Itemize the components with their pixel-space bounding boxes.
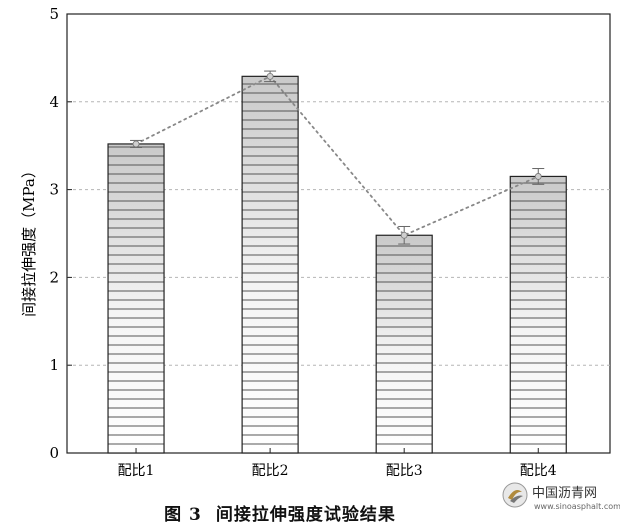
y-axis-label: 间接拉伸强度（MPa） bbox=[20, 163, 38, 317]
y-axis: 0 1 2 3 4 5 bbox=[49, 5, 72, 462]
y-tick-label: 3 bbox=[49, 181, 59, 199]
x-tick-label: 配比3 bbox=[386, 463, 423, 479]
error-bar bbox=[398, 225, 411, 245]
bar-fill bbox=[510, 176, 567, 453]
mean-point bbox=[266, 72, 274, 80]
sinoasphalt-logo-icon bbox=[502, 482, 528, 508]
y-tick-label: 1 bbox=[49, 356, 59, 374]
bar-group bbox=[509, 175, 567, 454]
y-tick-label: 5 bbox=[49, 5, 59, 23]
y-tick-label: 4 bbox=[49, 93, 59, 111]
bar-group bbox=[241, 75, 299, 454]
mean-point bbox=[400, 231, 408, 239]
figure-title: 间接拉伸强度试验结果 bbox=[215, 505, 396, 525]
watermark: 中国沥青网 www.sinoasphalt.com bbox=[500, 476, 620, 526]
error-bar bbox=[532, 168, 545, 185]
figure-number: 图 3 bbox=[164, 505, 202, 525]
bar-chart: 0 1 2 3 4 5 配比1 配比2 配比3 配比4 间接拉伸强度（MPa） bbox=[20, 5, 611, 479]
x-tick-label: 配比1 bbox=[118, 463, 155, 479]
bars bbox=[107, 75, 567, 454]
bar-fill bbox=[108, 143, 165, 453]
y-tick-label: 2 bbox=[49, 268, 59, 286]
error-bar bbox=[130, 139, 143, 148]
mean-point bbox=[132, 140, 140, 148]
x-tick-label: 配比2 bbox=[252, 463, 289, 479]
watermark-name: 中国沥青网 bbox=[532, 486, 598, 501]
x-axis: 配比1 配比2 配比3 配比4 bbox=[118, 448, 557, 479]
bar-group bbox=[375, 234, 433, 454]
watermark-url: www.sinoasphalt.com bbox=[534, 502, 620, 511]
figure-caption: 图 3 间接拉伸强度试验结果 bbox=[0, 500, 560, 525]
mean-line-path bbox=[135, 75, 540, 237]
mean-line bbox=[130, 70, 545, 245]
bar-fill bbox=[242, 76, 299, 453]
y-tick-label: 0 bbox=[49, 444, 59, 462]
bar-group bbox=[107, 143, 165, 454]
plot-frame bbox=[66, 13, 611, 454]
x-tick-label: 配比4 bbox=[520, 463, 557, 479]
mean-point bbox=[534, 173, 542, 180]
error-bar bbox=[264, 70, 277, 83]
bar-fill bbox=[376, 235, 433, 453]
